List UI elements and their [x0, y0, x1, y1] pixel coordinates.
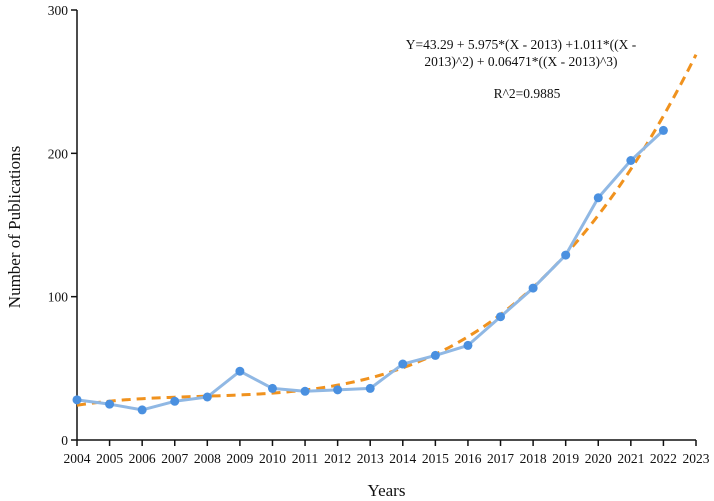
- data-point: [235, 366, 245, 376]
- x-tick-label: 2006: [129, 451, 156, 466]
- data-point: [398, 359, 408, 369]
- x-tick-label: 2011: [292, 451, 319, 466]
- data-point: [528, 283, 538, 293]
- series-line: [76, 129, 665, 412]
- fit-equation-line-2: 2013)^2) + 0.06471*((X - 2013)^3): [424, 54, 617, 69]
- axes: 0 100 200 300 2004 2005 2006 2007 2008 2009 2010 20…: [48, 3, 710, 466]
- data-series-layer: [72, 125, 668, 415]
- x-tick-label: 2022: [650, 451, 677, 466]
- fit-equation-line-1: Y=43.29 + 5.975*(X - 2013) +1.011*((X -: [406, 37, 637, 52]
- y-tick-label: 300: [48, 3, 69, 18]
- x-tick-label: 2018: [520, 451, 547, 466]
- data-point: [333, 385, 343, 395]
- x-tick-label: 2015: [422, 451, 449, 466]
- x-tick-label: 2008: [194, 451, 221, 466]
- data-point: [496, 312, 506, 322]
- fit-curve-layer: [76, 53, 698, 407]
- x-tick-label: 2021: [617, 451, 644, 466]
- x-tick-label: 2016: [454, 451, 481, 466]
- fit-curve: [76, 53, 698, 407]
- data-point: [430, 350, 440, 360]
- data-point: [463, 340, 473, 350]
- data-point: [105, 399, 115, 409]
- y-tick-label: 100: [48, 290, 69, 305]
- y-axis-title: Number of Publications: [5, 146, 24, 308]
- x-tick-label: 2023: [683, 451, 710, 466]
- data-point: [593, 193, 603, 203]
- x-axis-title: Years: [368, 481, 406, 500]
- x-tick-label: 2005: [96, 451, 123, 466]
- x-tick-label: 2013: [357, 451, 384, 466]
- data-point: [72, 395, 82, 405]
- data-point: [300, 386, 310, 396]
- x-tick-label: 2017: [487, 451, 514, 466]
- data-point: [267, 383, 277, 393]
- x-tick-label: 2004: [64, 451, 91, 466]
- x-tick-label: 2009: [226, 451, 253, 466]
- data-point: [561, 250, 571, 260]
- r-squared-label: R^2=0.9885: [494, 86, 561, 101]
- data-point: [365, 383, 375, 393]
- data-point: [202, 392, 212, 402]
- data-point: [170, 396, 180, 406]
- x-tick-label: 2014: [389, 451, 416, 466]
- x-tick-label: 2012: [324, 451, 351, 466]
- x-tick-label: 2019: [552, 451, 579, 466]
- x-tick-label: 2020: [585, 451, 612, 466]
- data-point: [137, 405, 147, 415]
- data-point: [626, 156, 636, 165]
- labels-layer: Number of Publications Years Y=43.29 + 5…: [5, 37, 637, 500]
- x-tick-label: 2007: [161, 451, 188, 466]
- data-point: [658, 125, 668, 135]
- x-tick-label: 2010: [259, 451, 286, 466]
- y-tick-label: 0: [61, 433, 68, 448]
- y-tick-label: 200: [48, 146, 69, 161]
